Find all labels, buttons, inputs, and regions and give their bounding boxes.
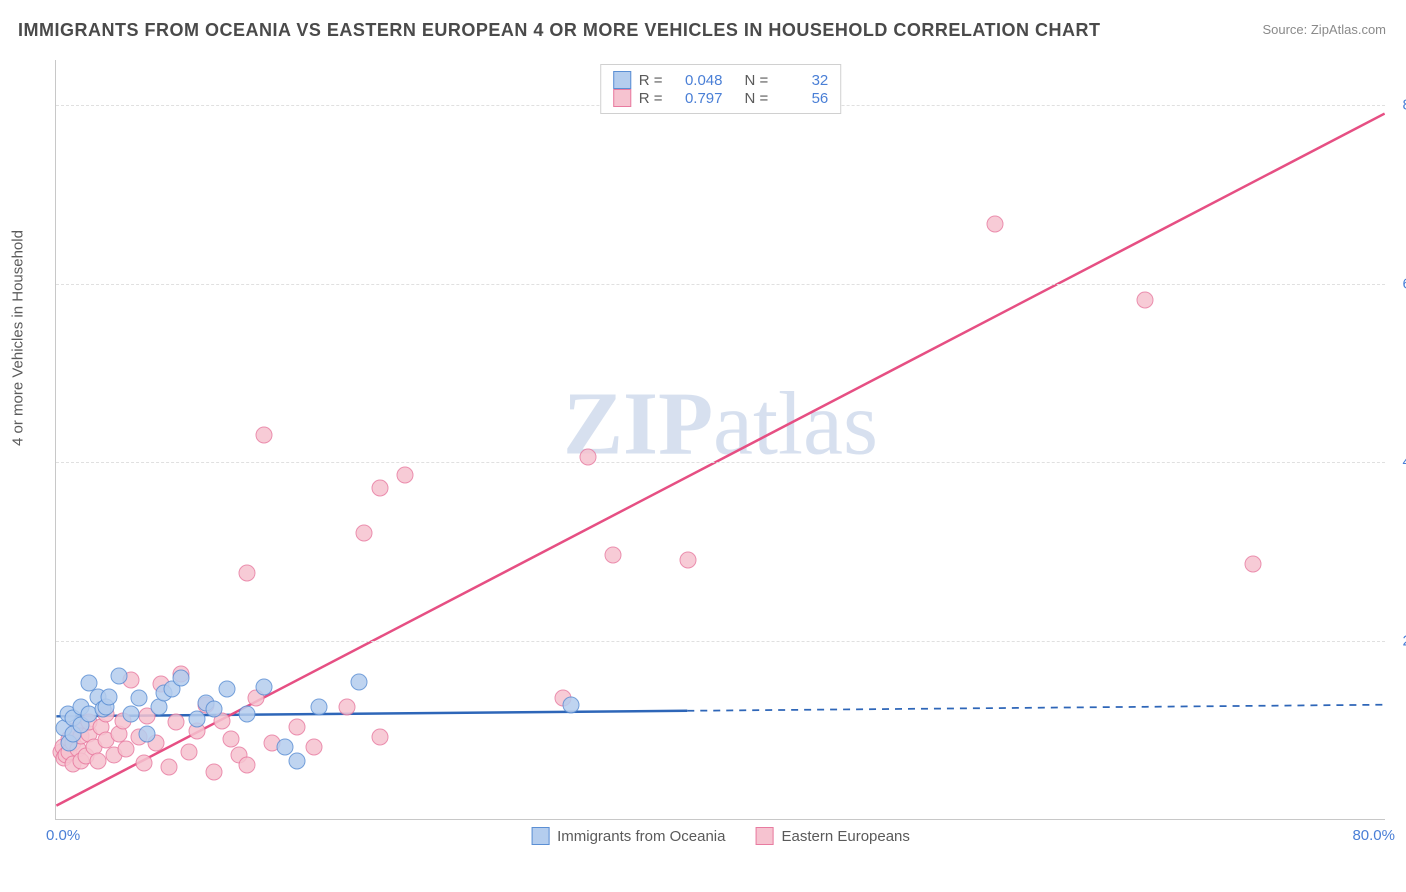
data-point	[205, 701, 222, 718]
data-point	[1245, 556, 1262, 573]
legend-swatch	[755, 827, 773, 845]
n-label: N =	[745, 72, 769, 89]
source-label: Source: ZipAtlas.com	[1262, 22, 1386, 37]
n-label: N =	[745, 90, 769, 107]
legend-swatch	[531, 827, 549, 845]
data-point	[604, 547, 621, 564]
n-value: 32	[780, 72, 828, 89]
data-point	[255, 678, 272, 695]
data-point	[338, 699, 355, 716]
legend-stat-row: R = 0.048 N = 32	[613, 71, 829, 89]
data-point	[222, 730, 239, 747]
r-label: R =	[639, 72, 663, 89]
watermark-atlas: atlas	[713, 375, 878, 474]
data-point	[172, 669, 189, 686]
plot-area: ZIPatlas R =0.048N =32R =0.797N =56 0.0%…	[55, 60, 1385, 820]
data-point	[131, 690, 148, 707]
data-point	[372, 480, 389, 497]
legend-item: Eastern Europeans	[755, 827, 909, 845]
data-point	[679, 551, 696, 568]
r-value: 0.797	[675, 90, 723, 107]
legend-label: Eastern Europeans	[781, 828, 909, 845]
chart-title: IMMIGRANTS FROM OCEANIA VS EASTERN EUROP…	[18, 20, 1101, 41]
watermark: ZIPatlas	[563, 373, 878, 476]
legend-series: Immigrants from Oceania Eastern Europeans	[531, 827, 910, 845]
r-value: 0.048	[675, 72, 723, 89]
data-point	[255, 426, 272, 443]
r-label: R =	[639, 90, 663, 107]
y-tick-label: 60.0%	[1402, 275, 1406, 292]
data-point	[305, 739, 322, 756]
data-point	[205, 763, 222, 780]
data-point	[372, 728, 389, 745]
data-point	[397, 466, 414, 483]
data-point	[239, 705, 256, 722]
legend-label: Immigrants from Oceania	[557, 828, 725, 845]
legend-stats: R = 0.048 N = 32 R = 0.797 N = 56	[600, 64, 842, 114]
data-point	[89, 752, 106, 769]
data-point	[161, 759, 178, 776]
data-point	[289, 752, 306, 769]
y-tick-label: 20.0%	[1402, 633, 1406, 650]
y-tick-label: 40.0%	[1402, 454, 1406, 471]
grid-line	[56, 284, 1385, 285]
y-axis-label: 4 or more Vehicles in Household	[10, 230, 27, 446]
data-point	[181, 743, 198, 760]
data-point	[219, 681, 236, 698]
data-point	[101, 689, 118, 706]
data-point	[167, 714, 184, 731]
y-tick-label: 80.0%	[1402, 96, 1406, 113]
data-point	[580, 448, 597, 465]
data-point	[122, 705, 139, 722]
data-point	[350, 674, 367, 691]
data-point	[139, 726, 156, 743]
x-tick-min: 0.0%	[46, 827, 80, 844]
legend-item: Immigrants from Oceania	[531, 827, 725, 845]
data-point	[289, 718, 306, 735]
data-point	[117, 741, 134, 758]
data-point	[563, 696, 580, 713]
data-point	[239, 757, 256, 774]
data-point	[310, 699, 327, 716]
legend-stat-row: R = 0.797 N = 56	[613, 89, 829, 107]
data-point	[239, 565, 256, 582]
data-point	[987, 216, 1004, 233]
data-point	[136, 754, 153, 771]
data-point	[355, 524, 372, 541]
legend-swatch	[613, 89, 631, 107]
data-point	[277, 738, 294, 755]
data-point	[1136, 292, 1153, 309]
grid-line	[56, 641, 1385, 642]
data-point	[111, 667, 128, 684]
x-tick-max: 80.0%	[1352, 827, 1395, 844]
n-value: 56	[780, 90, 828, 107]
data-point	[189, 710, 206, 727]
trend-line-dashed	[687, 705, 1384, 711]
legend-swatch	[613, 71, 631, 89]
grid-line	[56, 462, 1385, 463]
